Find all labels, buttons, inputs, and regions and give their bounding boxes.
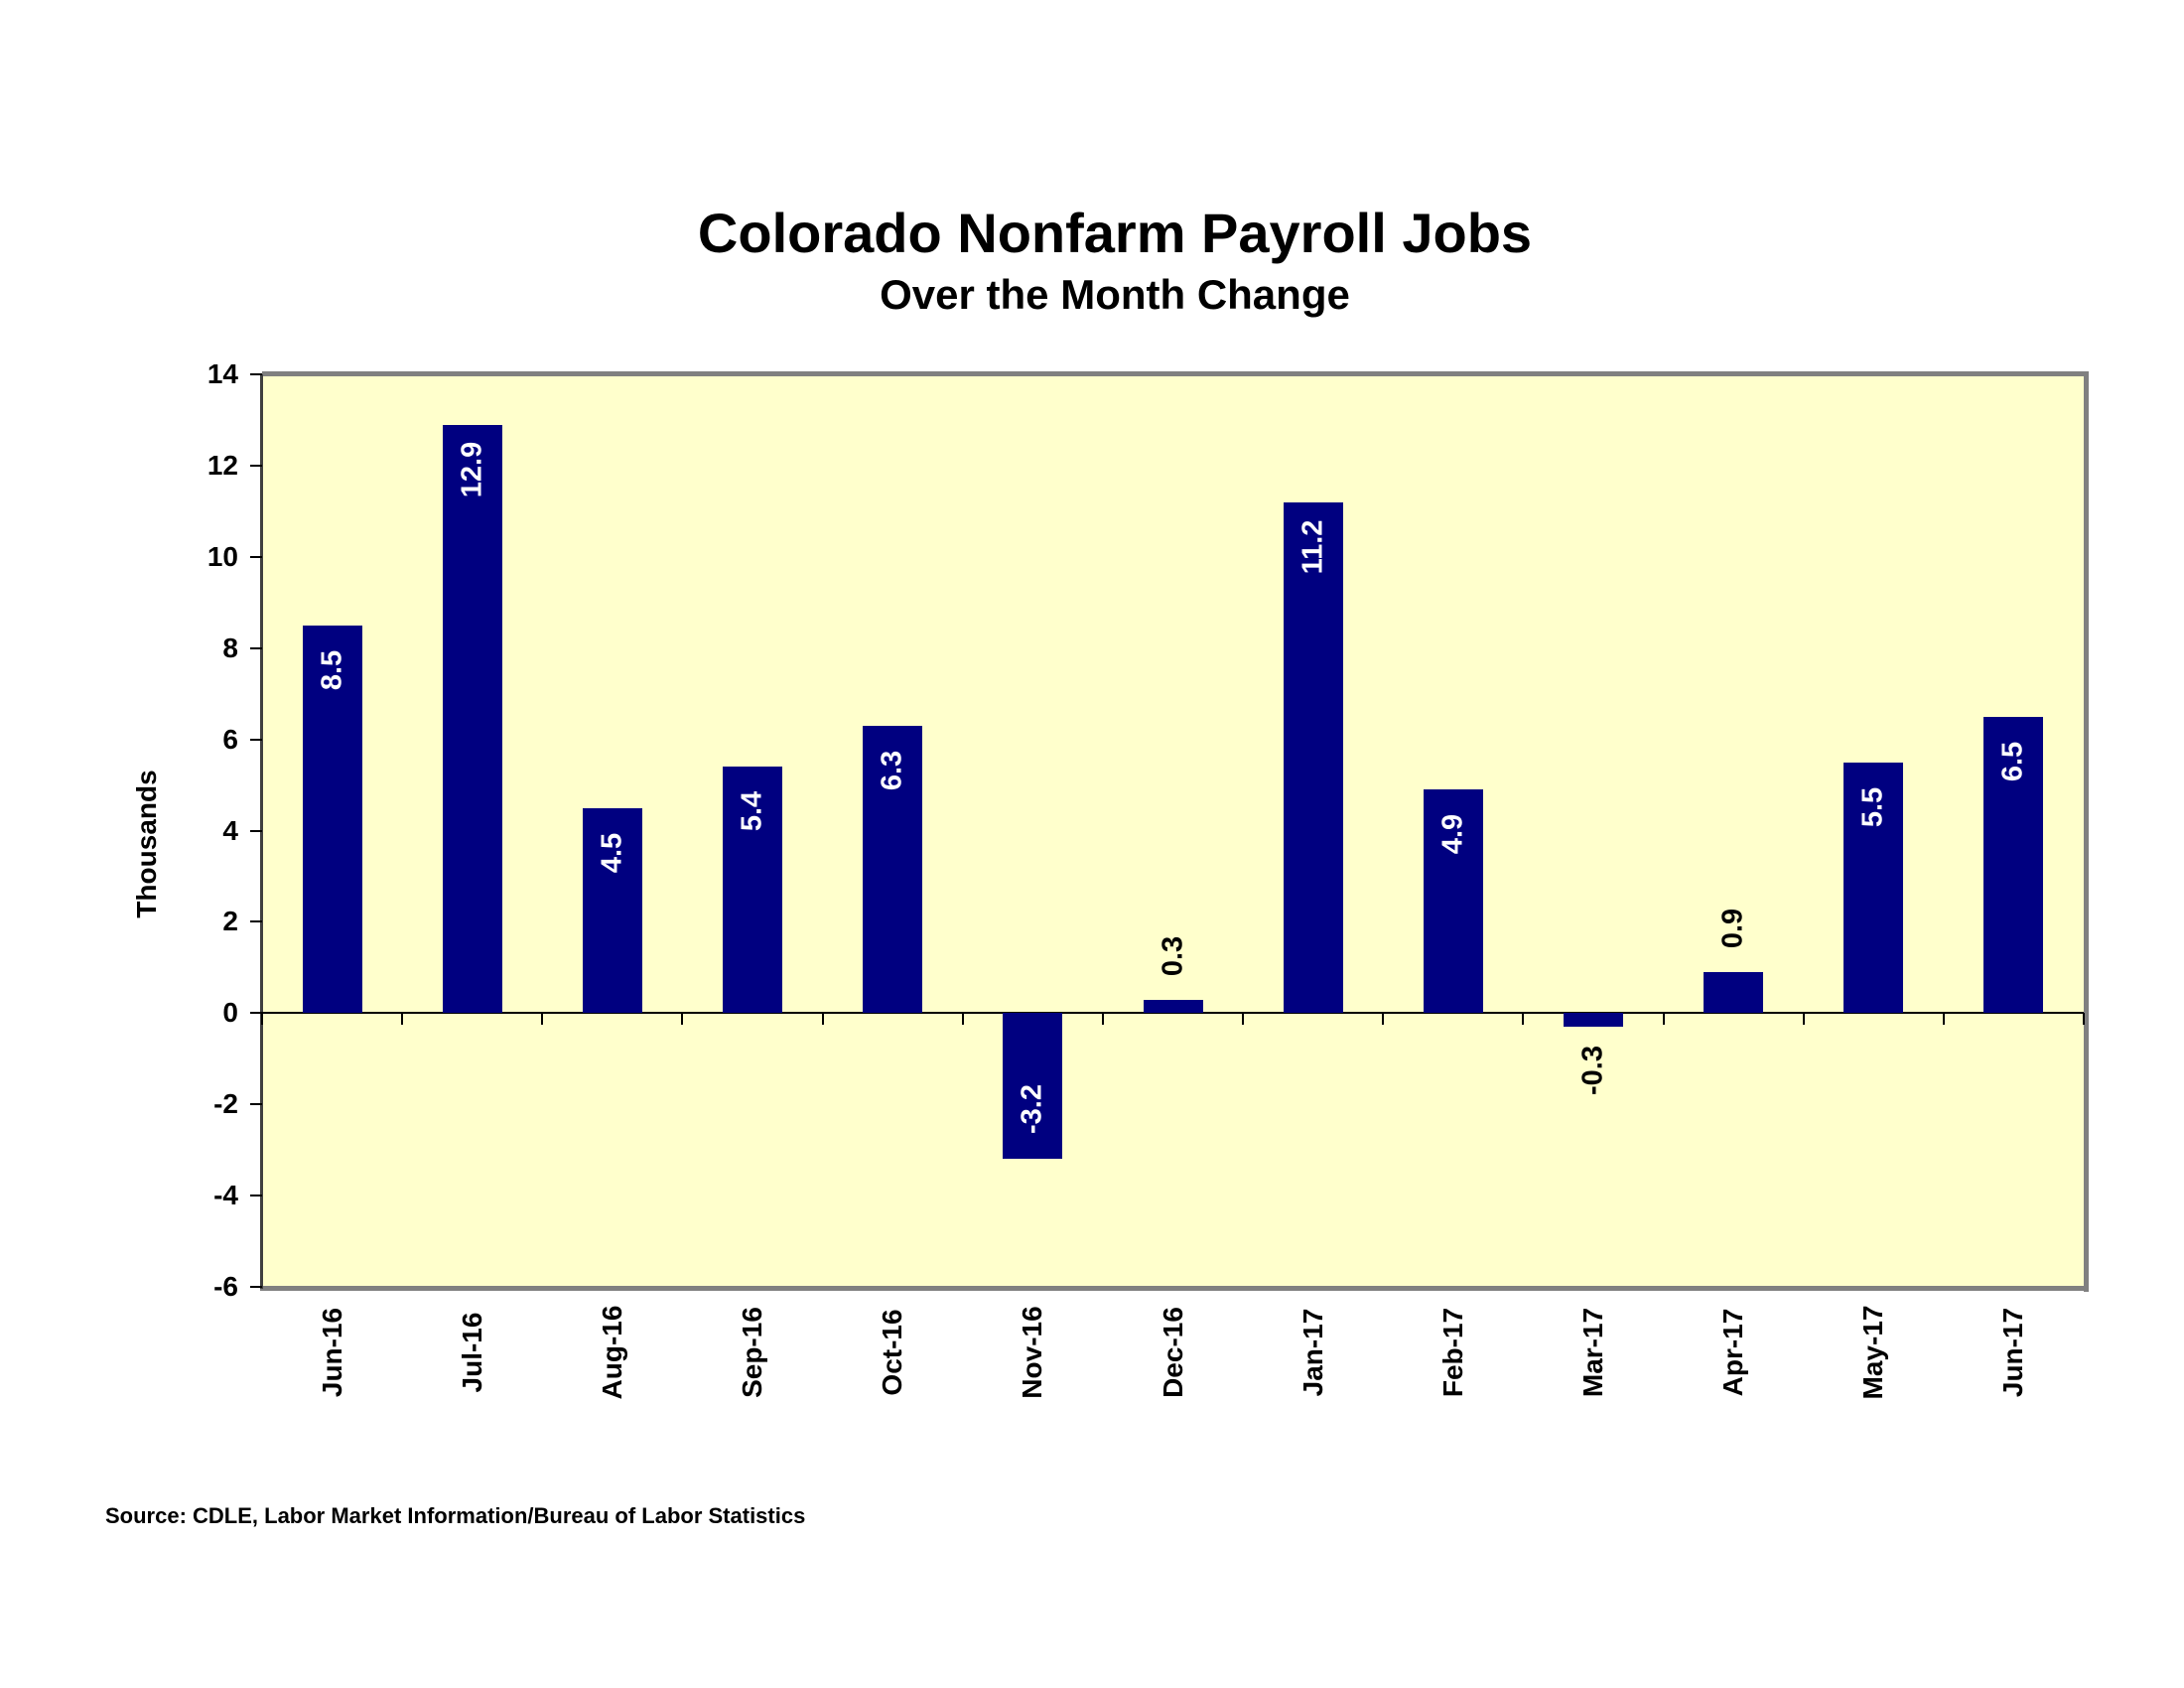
y-tick	[250, 1012, 262, 1015]
data-label-text: 0.3	[1157, 935, 1188, 976]
chart-title: Colorado Nonfarm Payroll Jobs	[697, 202, 1533, 264]
bar-sep-16	[723, 767, 783, 1014]
y-tick-label: -2	[213, 1088, 238, 1120]
bar-dec-16	[1143, 999, 1203, 1014]
data-label-text: -0.3	[1576, 1046, 1609, 1096]
data-label-text: 11.2	[1297, 519, 1329, 575]
bar-mar-17	[1563, 1013, 1623, 1028]
source-note: Source: CDLE, Labor Market Information/B…	[105, 1503, 806, 1528]
x-tick-label-text: Sep-16	[737, 1307, 768, 1398]
x-tick-label-text: Aug-16	[596, 1305, 627, 1400]
x-tick-label-text: Jun-17	[1997, 1307, 2029, 1398]
y-tick-label: 4	[222, 814, 238, 846]
y-tick	[250, 1103, 262, 1106]
data-label-text: 4.5	[596, 832, 628, 873]
data-label-text: 0.9	[1716, 908, 1749, 949]
x-tick-label-text: Dec-16	[1157, 1307, 1188, 1398]
y-tick	[250, 464, 262, 467]
x-tick-label-text: Mar-17	[1576, 1307, 1608, 1398]
data-label-text: 6.5	[1996, 741, 2029, 781]
data-label-text: 8.5	[316, 649, 348, 690]
y-tick-label: -6	[213, 1271, 238, 1302]
y-tick-label: 14	[206, 358, 238, 389]
y-tick	[250, 373, 262, 375]
x-tick-label-text: Apr-17	[1717, 1308, 1749, 1397]
bar-jun-16	[302, 625, 362, 1014]
x-tick-label-text: Jul-16	[456, 1312, 487, 1393]
bar-nov-16	[1003, 1013, 1063, 1160]
x-tick-label-text: May-17	[1857, 1305, 1889, 1400]
plot-frame-top	[262, 371, 2089, 376]
y-tick	[250, 738, 262, 741]
zero-baseline	[262, 1012, 2084, 1015]
x-tick	[1382, 1013, 1385, 1026]
y-tick	[250, 555, 262, 558]
x-tick	[1242, 1013, 1245, 1026]
bar-jul-16	[442, 424, 502, 1014]
bar-may-17	[1843, 762, 1904, 1014]
bar-oct-16	[863, 725, 923, 1014]
plot-area	[262, 374, 2084, 1287]
plot-frame-bottom	[260, 1286, 2089, 1291]
y-tick-label: -4	[213, 1180, 238, 1211]
x-tick	[401, 1013, 404, 1026]
data-label-text: 5.5	[1856, 786, 1889, 827]
y-tick	[250, 646, 262, 649]
x-tick-label-text: Oct-16	[877, 1309, 908, 1396]
y-tick-label: 6	[222, 723, 238, 755]
x-tick	[1942, 1013, 1945, 1026]
x-tick	[961, 1013, 964, 1026]
x-tick-label-text: Feb-17	[1436, 1307, 1468, 1398]
x-tick	[261, 1013, 263, 1026]
data-label-text: 5.4	[736, 790, 768, 832]
bar-jan-17	[1283, 501, 1343, 1014]
bar-apr-17	[1704, 971, 1764, 1014]
y-tick	[250, 1195, 262, 1197]
x-tick-label-text: Jun-16	[316, 1307, 347, 1398]
x-tick	[1522, 1013, 1525, 1026]
x-tick	[1101, 1013, 1104, 1026]
x-tick	[1662, 1013, 1665, 1026]
y-tick-label: 8	[222, 632, 238, 663]
data-label-text: 12.9	[456, 441, 488, 497]
x-tick	[1802, 1013, 1805, 1026]
chart-subtitle: Over the Month Change	[880, 271, 1350, 318]
x-tick	[541, 1013, 544, 1026]
y-tick	[250, 829, 262, 832]
data-label-text: 4.9	[1436, 813, 1469, 855]
y-tick-label: 2	[222, 906, 238, 937]
bar-feb-17	[1423, 789, 1483, 1014]
y-tick-label: 12	[206, 449, 238, 481]
x-tick	[821, 1013, 824, 1026]
plot-frame-right	[2084, 371, 2089, 1292]
y-tick	[250, 1286, 262, 1288]
y-tick-label: 10	[206, 540, 238, 572]
data-label-text: 6.3	[876, 750, 908, 790]
y-tick	[250, 920, 262, 923]
data-label-text: -3.2	[1016, 1084, 1048, 1135]
x-tick-label-text: Jan-17	[1297, 1308, 1328, 1397]
bar-aug-16	[582, 807, 642, 1014]
x-tick	[2083, 1013, 2085, 1026]
x-tick-label-text: Nov-16	[1017, 1306, 1048, 1399]
y-axis-line	[260, 374, 263, 1289]
y-tick-label: 0	[222, 997, 238, 1029]
bar-jun-17	[1983, 716, 2044, 1014]
x-tick	[681, 1013, 684, 1026]
